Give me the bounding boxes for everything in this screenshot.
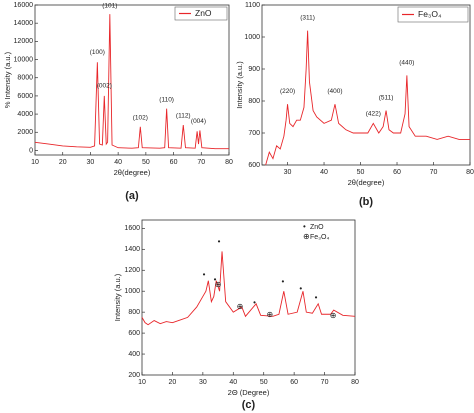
peak-marker: •	[218, 237, 221, 246]
legend-box	[397, 6, 469, 23]
y-tick-label: 400	[128, 351, 140, 358]
peak-label: (102)	[133, 114, 148, 121]
legend-marker: •	[303, 222, 306, 231]
y-tick-label: 2000	[17, 129, 33, 136]
y-tick-label: 1000	[244, 34, 260, 41]
x-tick-label: 40	[114, 159, 122, 166]
x-tick-label: 20	[59, 159, 67, 166]
x-tick-label: 60	[170, 159, 178, 166]
spectrum-line	[141, 251, 356, 326]
y-axis-label: % Intensity (a.u.)	[3, 51, 12, 108]
peak-label: (311)	[300, 15, 315, 22]
peak-marker: •	[315, 293, 318, 302]
peak-marker: •	[281, 277, 284, 286]
peak-label: (440)	[399, 59, 414, 66]
peak-marker: ⊕	[237, 302, 244, 311]
plot-frame	[141, 219, 356, 376]
x-tick-label: 50	[357, 169, 365, 176]
x-tick-label: 70	[321, 379, 329, 386]
peak-label: (220)	[280, 88, 295, 95]
y-tick-label: 800	[248, 98, 260, 105]
peak-marker: ⊕	[215, 280, 222, 289]
legend-label: Fe₃O₄	[310, 234, 329, 241]
plot-frame	[34, 4, 230, 156]
y-tick-label: 1400	[124, 246, 140, 253]
legend-label: Fe₃O₄	[418, 9, 442, 19]
peak-label: (112)	[176, 113, 191, 120]
y-tick-label: 1200	[124, 267, 140, 274]
peak-label: (101)	[102, 3, 117, 10]
y-tick-label: 900	[248, 66, 260, 73]
y-tick-label: 1100	[245, 2, 260, 9]
x-tick-label: 30	[199, 379, 207, 386]
y-tick-label: 1000	[124, 288, 140, 295]
x-tick-label: 30	[284, 169, 292, 176]
x-tick-label: 80	[466, 169, 474, 176]
panel-label: (a)	[125, 190, 139, 202]
y-tick-label: 0	[29, 147, 33, 154]
peak-label: (002)	[97, 83, 112, 90]
y-tick-label: 1600	[124, 225, 140, 232]
x-tick-label: 50	[260, 379, 268, 386]
y-tick-label: 4000	[17, 111, 33, 118]
y-tick-label: 600	[128, 330, 140, 337]
legend-marker: ⊕	[303, 232, 310, 241]
y-axis-label: Intensity (a.u.)	[235, 61, 244, 109]
x-axis-label: 2θ(degree)	[114, 168, 151, 177]
legend-label: ZnO	[310, 224, 324, 231]
peak-marker: ⊕	[330, 311, 337, 320]
x-tick-label: 80	[351, 379, 359, 386]
peak-marker: ⊕	[266, 310, 273, 319]
x-tick-label: 10	[31, 159, 39, 166]
peak-label: (511)	[379, 95, 394, 102]
x-tick-label: 60	[290, 379, 298, 386]
x-tick-label: 30	[87, 159, 95, 166]
peak-label: (100)	[90, 49, 105, 56]
peak-label: (004)	[191, 118, 206, 125]
panel-label: (b)	[359, 196, 373, 208]
x-axis-label: 2Θ (Degree)	[228, 388, 270, 397]
x-tick-label: 70	[197, 159, 205, 166]
peak-marker: •	[253, 298, 256, 307]
x-tick-label: 40	[320, 169, 328, 176]
x-axis-label: 2θ(degree)	[348, 178, 385, 187]
y-axis-label: Intensity (a.u.)	[113, 273, 122, 321]
y-tick-label: 700	[248, 130, 260, 137]
peak-label: (110)	[159, 96, 174, 103]
x-tick-label: 60	[393, 169, 401, 176]
legend-box	[174, 6, 228, 21]
peak-marker: •	[299, 284, 302, 293]
plot-frame	[261, 4, 471, 166]
x-tick-label: 20	[169, 379, 177, 386]
y-tick-label: 6000	[17, 93, 33, 100]
y-tick-label: 14000	[14, 20, 34, 27]
legend-label: ZnO	[195, 8, 212, 18]
x-tick-label: 80	[225, 159, 233, 166]
y-tick-label: 600	[248, 162, 260, 169]
y-tick-label: 16000	[14, 2, 34, 9]
y-tick-label: 12000	[14, 38, 34, 45]
y-tick-label: 8000	[17, 75, 33, 82]
y-tick-label: 200	[128, 372, 140, 379]
spectrum-line	[265, 30, 470, 166]
spectrum-line	[34, 14, 229, 150]
x-tick-label: 50	[142, 159, 150, 166]
x-tick-label: 70	[430, 169, 438, 176]
y-tick-label: 10000	[14, 56, 34, 63]
peak-marker: •	[214, 275, 217, 284]
panel-label: (c)	[242, 399, 256, 411]
x-tick-label: 40	[229, 379, 237, 386]
peak-label: (422)	[366, 111, 381, 118]
x-tick-label: 10	[138, 379, 146, 386]
y-tick-label: 800	[128, 309, 140, 316]
peak-label: (400)	[327, 88, 342, 95]
peak-marker: •	[203, 270, 206, 279]
